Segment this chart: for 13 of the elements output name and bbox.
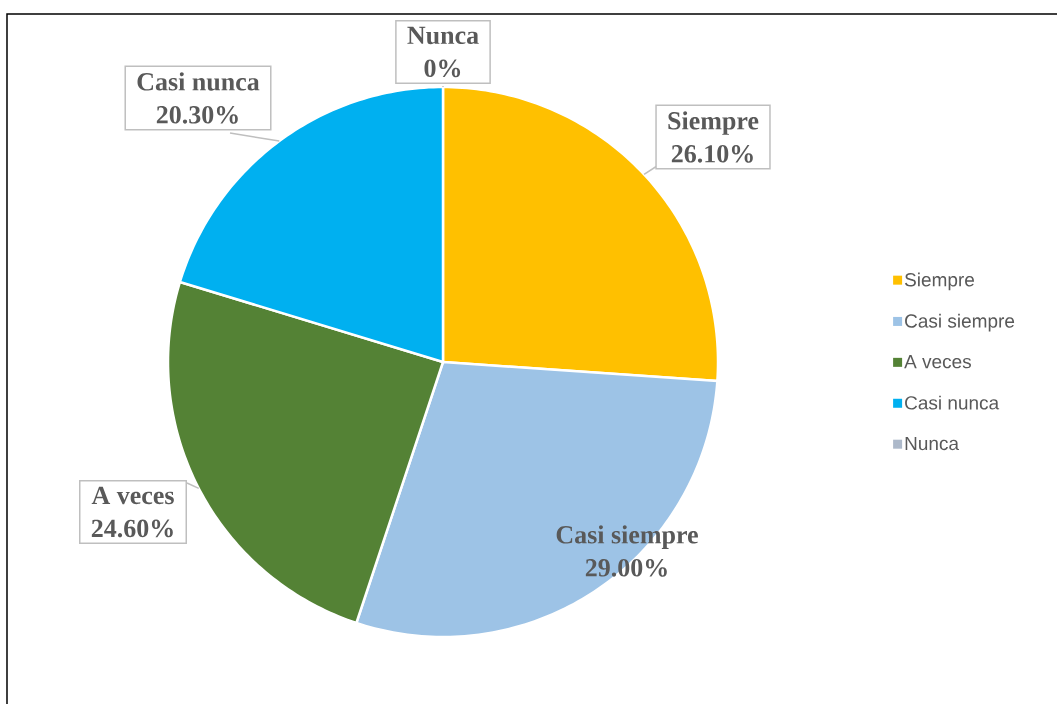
data-label: 20.30% [156, 106, 238, 124]
text: 0% [424, 59, 461, 78]
legend-label: A veces [904, 355, 971, 369]
legend-label: Nunca [905, 436, 960, 451]
category-label: Nunca [407, 26, 479, 45]
slice-label: A veces [91, 486, 174, 505]
data-label: 24.60% [91, 519, 173, 538]
legend-label: Siempre [904, 272, 974, 291]
slice-label: Casi nunca [137, 72, 260, 91]
slice-label: Siempre [668, 111, 759, 135]
legend-label: Casi nunca [905, 395, 1000, 410]
data-label: 26.10% [671, 145, 753, 163]
legend-label: Casi siempre [905, 313, 1015, 332]
